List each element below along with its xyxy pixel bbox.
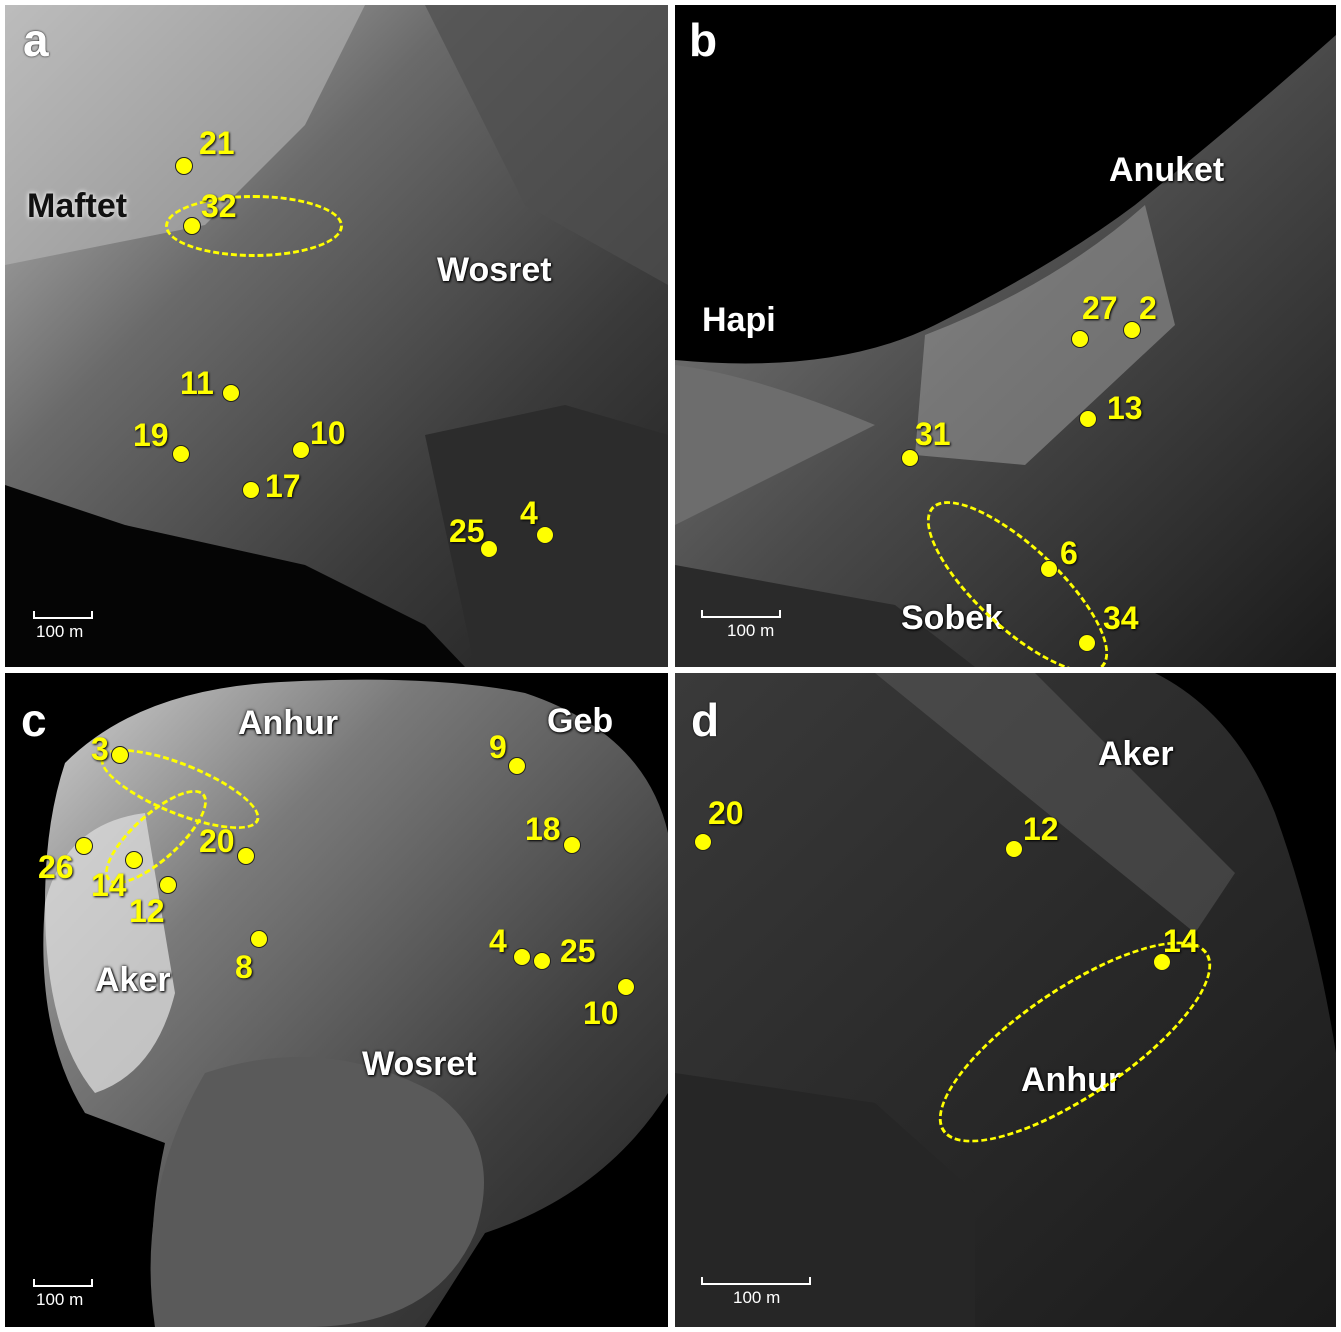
site-marker-14 [1153, 953, 1171, 971]
region-label-anhur: Anhur [238, 704, 339, 742]
region-label-anhur: Anhur [1021, 1061, 1122, 1099]
panel-b: b Anuket Hapi Sobek 27 2 13 31 6 34 100 … [675, 5, 1336, 667]
site-number-2: 2 [1139, 290, 1157, 326]
site-number-34: 34 [1103, 600, 1139, 636]
site-number-8: 8 [235, 949, 253, 985]
panel-b-letter: b [689, 14, 718, 66]
site-number-20: 20 [199, 823, 235, 859]
site-marker-26 [75, 837, 93, 855]
site-marker-3 [111, 746, 129, 764]
site-number-10: 10 [310, 415, 346, 451]
site-number-14: 14 [1163, 923, 1199, 959]
panel-d-terrain-image [675, 673, 1336, 1327]
region-label-anuket: Anuket [1109, 151, 1225, 189]
site-marker-9 [508, 757, 526, 775]
site-number-17: 17 [265, 468, 301, 504]
site-marker-2 [1123, 321, 1141, 339]
scale-bar [701, 610, 781, 618]
site-marker-27 [1071, 330, 1089, 348]
site-marker-4 [536, 526, 554, 544]
site-number-26: 26 [38, 849, 74, 885]
site-number-4: 4 [520, 495, 538, 531]
site-number-31: 31 [915, 416, 951, 452]
site-number-9: 9 [489, 729, 507, 765]
site-marker-10 [292, 441, 310, 459]
panel-c: c Anhur Geb Aker Wosret 3 9 26 14 12 20 … [5, 673, 668, 1327]
scale-bar [701, 1277, 811, 1285]
site-marker-12 [1005, 840, 1023, 858]
site-marker-20 [237, 847, 255, 865]
site-number-10: 10 [583, 995, 619, 1031]
site-marker-32 [183, 217, 201, 235]
panel-d-letter: d [691, 694, 720, 746]
site-marker-14 [125, 851, 143, 869]
site-marker-6 [1040, 560, 1058, 578]
outburst-area-ellipse [165, 195, 343, 257]
panel-c-terrain-image [5, 673, 668, 1327]
site-number-13: 13 [1107, 390, 1143, 426]
region-label-aker: Aker [1098, 735, 1174, 773]
panel-b-terrain-image [675, 5, 1336, 667]
site-number-4: 4 [489, 923, 507, 959]
site-number-12: 12 [129, 893, 165, 929]
scale-bar-label: 100 m [36, 622, 84, 641]
region-label-wosret: Wosret [362, 1045, 477, 1083]
site-marker-10 [617, 978, 635, 996]
site-number-25: 25 [449, 513, 485, 549]
site-marker-25 [480, 540, 498, 558]
scale-bar-label: 100 m [727, 621, 775, 640]
site-marker-31 [901, 449, 919, 467]
site-number-14: 14 [91, 867, 127, 903]
panel-d: d Aker Anhur 20 12 14 100 m [675, 673, 1336, 1327]
site-marker-4 [513, 948, 531, 966]
region-label-sobek: Sobek [901, 599, 1004, 637]
site-number-19: 19 [133, 417, 169, 453]
site-marker-21 [175, 157, 193, 175]
scale-bar [33, 1279, 93, 1287]
site-marker-34 [1078, 634, 1096, 652]
scale-bar-label: 100 m [733, 1288, 781, 1307]
region-label-wosret: Wosret [437, 251, 552, 289]
site-number-32: 32 [201, 188, 237, 224]
site-marker-20 [694, 833, 712, 851]
site-number-25: 25 [560, 933, 596, 969]
site-marker-19 [172, 445, 190, 463]
region-label-aker: Aker [95, 961, 171, 999]
site-number-3: 3 [91, 731, 109, 767]
site-marker-18 [563, 836, 581, 854]
site-marker-13 [1079, 410, 1097, 428]
region-label-hapi: Hapi [702, 301, 776, 339]
panel-a-letter: a [23, 14, 49, 66]
site-number-12: 12 [1023, 811, 1059, 847]
site-marker-12 [159, 876, 177, 894]
region-label-maftet: Maftet [27, 187, 128, 225]
scale-bar [33, 611, 93, 619]
region-label-geb: Geb [547, 702, 614, 740]
site-marker-25 [533, 952, 551, 970]
site-number-21: 21 [199, 125, 235, 161]
site-marker-17 [242, 481, 260, 499]
site-number-20: 20 [708, 795, 744, 831]
site-marker-8 [250, 930, 268, 948]
site-number-18: 18 [525, 811, 561, 847]
site-marker-11 [222, 384, 240, 402]
panel-a-terrain-image [5, 5, 668, 667]
site-number-27: 27 [1082, 290, 1118, 326]
site-number-11: 11 [180, 365, 214, 401]
panel-a: a Maftet Wosret 21 32 11 19 10 17 25 4 1… [5, 5, 668, 667]
scale-bar-label: 100 m [36, 1290, 84, 1309]
site-number-6: 6 [1060, 535, 1078, 571]
panel-c-letter: c [21, 694, 47, 746]
